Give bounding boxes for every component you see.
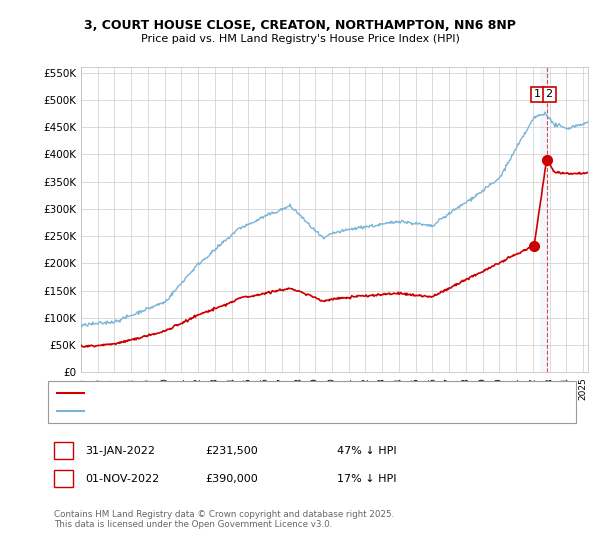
Text: 17% ↓ HPI: 17% ↓ HPI: [337, 474, 397, 484]
Bar: [540, 67, 548, 372]
Text: 2: 2: [545, 90, 553, 100]
Text: 3, COURT HOUSE CLOSE, CREATON, NORTHAMPTON, NN6 8NP (detached house): 3, COURT HOUSE CLOSE, CREATON, NORTHAMPT…: [90, 388, 470, 397]
Text: 2: 2: [60, 474, 67, 484]
Text: 31-JAN-2022: 31-JAN-2022: [85, 446, 155, 456]
Text: 47% ↓ HPI: 47% ↓ HPI: [337, 446, 397, 456]
Text: £390,000: £390,000: [205, 474, 258, 484]
Text: £231,500: £231,500: [205, 446, 258, 456]
Text: Price paid vs. HM Land Registry's House Price Index (HPI): Price paid vs. HM Land Registry's House …: [140, 34, 460, 44]
Text: 1: 1: [60, 446, 67, 456]
Text: 3, COURT HOUSE CLOSE, CREATON, NORTHAMPTON, NN6 8NP: 3, COURT HOUSE CLOSE, CREATON, NORTHAMPT…: [84, 18, 516, 32]
Text: HPI: Average price, detached house, West Northamptonshire: HPI: Average price, detached house, West…: [90, 407, 379, 416]
Text: 01-NOV-2022: 01-NOV-2022: [85, 474, 160, 484]
Text: 1: 1: [534, 90, 541, 100]
Text: Contains HM Land Registry data © Crown copyright and database right 2025.
This d: Contains HM Land Registry data © Crown c…: [54, 510, 394, 529]
